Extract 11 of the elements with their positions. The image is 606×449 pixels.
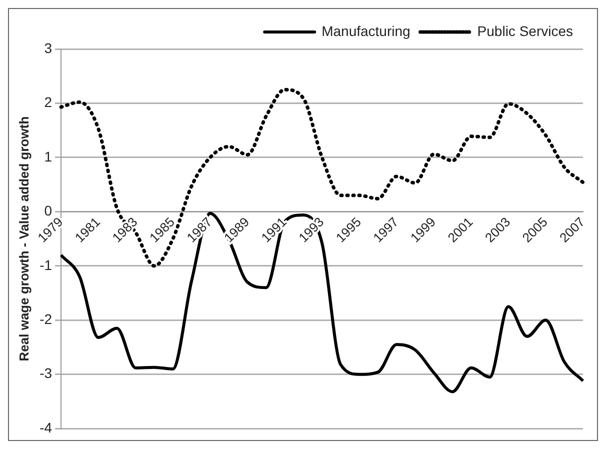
y-tick-label: -1 [40,256,52,273]
y-tick-label: 3 [44,40,52,56]
y-tick-label: -2 [40,311,52,327]
legend-label: Public Services [477,22,573,39]
y-tick-label: -4 [40,419,52,436]
y-tick-label: 0 [44,202,52,219]
y-tick-label: 1 [44,148,52,164]
y-tick-label: 2 [44,94,52,110]
legend-label: Manufacturing [322,22,410,39]
y-tick-label: -3 [40,365,52,382]
y-axis-title: Real wage growth - Value added growth [16,116,32,362]
